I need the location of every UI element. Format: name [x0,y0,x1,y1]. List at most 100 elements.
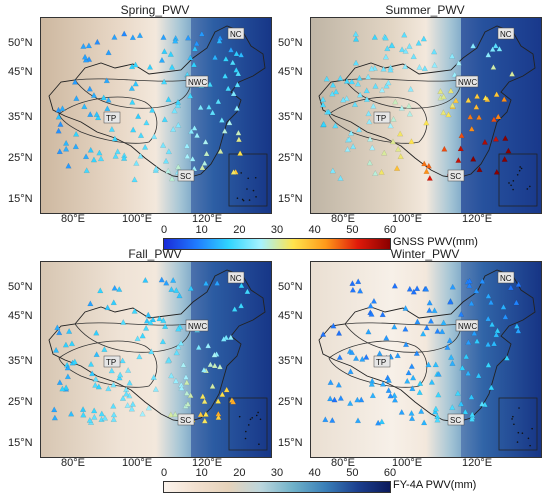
colorbar-tick-label: 10 [195,224,208,236]
inset-box [228,153,268,207]
gnss-station-marker [83,167,90,173]
gnss-station-marker [344,146,351,152]
gnss-station-marker [352,30,359,37]
island-dot [518,169,521,172]
map-svg-winter: NC NWC TP SC [311,262,541,457]
gnss-station-marker [110,381,117,388]
gnss-station-marker [428,379,435,385]
island-dot [516,441,519,443]
island-dot [242,199,245,202]
region-label-box [103,111,121,124]
gnss-station-marker [365,110,372,117]
fy4a-colorbar-unit: FY-4A PWV(mm) [393,479,477,491]
map-panel-fall: NC NWC TP SC [40,261,272,458]
gnss-station-marker [170,126,177,132]
region-label-box [177,413,195,426]
gnss-station-marker [379,86,386,93]
gnss-station-marker [189,155,196,162]
gnss-station-marker [495,113,502,120]
gnss-station-marker [173,287,180,293]
ocean-shade [191,262,271,457]
gnss-station-marker [319,96,327,102]
gnss-station-marker [473,103,480,110]
gnss-station-marker [329,81,337,88]
island-dot [508,182,510,184]
gnss-station-marker [148,348,155,355]
region-label-sc: SC [180,416,191,425]
gnss-station-marker [369,392,376,398]
gnss-station-marker [333,88,340,95]
gnss-station-marker [354,80,362,87]
gnss-station-marker [209,109,216,116]
gnss-station-marker [172,377,180,384]
gnss-station-marker [162,323,169,329]
gnss-station-marker [391,392,398,398]
gnss-station-marker [230,90,237,97]
island-dot [526,188,529,190]
gnss-station-marker [395,145,402,152]
gnss-station-marker [151,133,158,139]
gnss-station-marker [454,390,461,396]
region-label-box [447,413,465,426]
gnss-station-marker [393,165,401,171]
island-dot [510,184,512,187]
gnss-station-marker [336,354,343,360]
gnss-station-marker [382,34,389,41]
gnss-station-marker [184,400,191,407]
gnss-station-marker [142,277,149,283]
gnss-station-marker [432,408,439,415]
gnss-colorbar [163,238,391,250]
gnss-station-marker [399,46,406,53]
gnss-station-marker [348,129,355,136]
lat-label: 35°N [278,355,303,367]
map-panel-winter: NC NWC TP SC [310,261,542,458]
gnss-station-marker [432,405,439,412]
gnss-station-marker [347,400,354,406]
gnss-station-marker [90,92,98,98]
gnss-station-marker [391,396,399,403]
gnss-station-marker [93,351,100,357]
gnss-station-marker [418,408,425,414]
region-outline-nwc [344,78,462,109]
gnss-station-marker [385,387,392,393]
gnss-station-marker [53,346,60,353]
gnss-station-marker [465,370,472,376]
gnss-station-marker [191,124,198,131]
gnss-station-marker [348,78,355,85]
gnss-station-marker [119,395,127,401]
gnss-station-marker [348,349,355,355]
gnss-station-marker [165,148,172,155]
gnss-station-marker [233,105,240,111]
gnss-station-marker [353,355,360,361]
gnss-station-marker [120,319,127,325]
gnss-station-marker [465,339,472,345]
gnss-station-marker [238,51,245,58]
gnss-station-marker [57,121,64,127]
island-dot [516,174,519,176]
island-dot [236,197,239,199]
gnss-station-marker [402,48,409,54]
colorbar-tick-label: 0 [160,467,168,479]
gnss-station-marker [135,113,142,119]
map-svg-spring: NC NWC TP SC [41,18,271,213]
island-dot [517,431,520,434]
gnss-station-marker [214,280,221,286]
gnss-station-marker [440,319,447,326]
gnss-station-marker [335,329,343,336]
island-dot [259,418,262,421]
gnss-station-marker [161,48,168,54]
gnss-station-marker [233,66,240,73]
gnss-station-marker [368,381,375,387]
lon-label: 80°E [331,213,355,225]
gnss-station-marker [112,153,119,159]
gnss-station-marker [65,162,72,169]
gnss-station-marker [161,78,168,85]
gnss-station-marker [434,328,441,334]
lat-label: 15°N [8,193,33,205]
gnss-station-marker [219,391,226,397]
gnss-station-marker [63,145,70,152]
gnss-station-marker [168,175,176,182]
gnss-station-marker [481,138,488,145]
gnss-station-marker [183,142,191,149]
gnss-station-marker [467,113,474,120]
